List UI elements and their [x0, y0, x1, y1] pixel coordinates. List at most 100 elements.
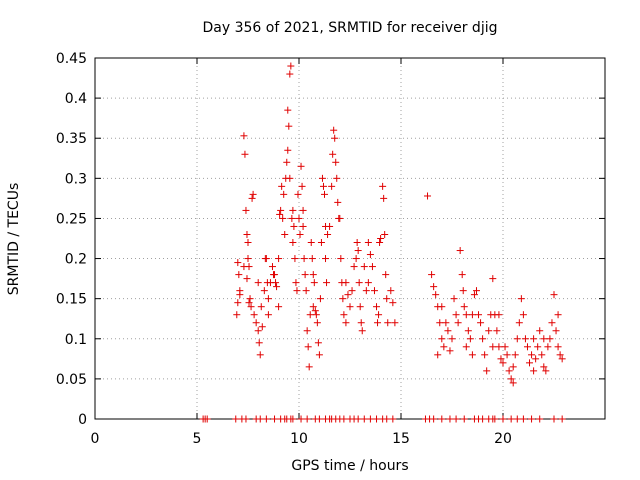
- data-point: [382, 271, 390, 279]
- data-point: [245, 299, 253, 307]
- data-point: [292, 279, 300, 287]
- data-point: [334, 198, 342, 206]
- data-point: [446, 347, 454, 355]
- data-point: [302, 287, 310, 295]
- data-point: [479, 415, 487, 423]
- data-point: [271, 271, 279, 279]
- data-point: [464, 327, 472, 335]
- data-point: [234, 299, 242, 307]
- data-point: [307, 239, 315, 247]
- data-point: [462, 311, 470, 319]
- data-point: [286, 70, 294, 78]
- data-point: [318, 174, 326, 182]
- y-tick-label: 0.1: [65, 332, 87, 348]
- data-point: [499, 359, 507, 367]
- data-point: [458, 271, 466, 279]
- data-point: [279, 214, 287, 222]
- data-point: [262, 255, 270, 263]
- data-point: [383, 295, 391, 303]
- data-point: [315, 351, 323, 359]
- data-point: [272, 279, 280, 287]
- data-point: [289, 206, 297, 214]
- data-point: [241, 150, 249, 158]
- data-point: [296, 230, 304, 238]
- data-point: [308, 255, 316, 263]
- data-point: [438, 335, 446, 343]
- data-point: [477, 319, 485, 327]
- data-point: [373, 303, 381, 311]
- data-point: [432, 291, 440, 299]
- data-point: [379, 182, 387, 190]
- data-point: [313, 319, 321, 327]
- x-axis-label: GPS time / hours: [291, 458, 408, 474]
- data-point: [293, 287, 301, 295]
- data-point: [278, 182, 286, 190]
- data-point: [513, 335, 521, 343]
- data-point: [389, 415, 397, 423]
- data-point: [337, 255, 345, 263]
- data-point: [538, 351, 546, 359]
- data-point: [262, 415, 270, 423]
- data-point: [295, 214, 303, 222]
- data-point: [383, 415, 391, 423]
- data-point: [462, 343, 470, 351]
- data-point: [298, 182, 306, 190]
- data-point: [497, 355, 505, 363]
- data-point: [275, 255, 283, 263]
- data-point: [536, 327, 544, 335]
- data-point: [333, 174, 341, 182]
- y-tick-label: 0.45: [56, 51, 87, 67]
- data-point: [356, 303, 364, 311]
- data-point: [322, 222, 330, 230]
- data-point: [556, 351, 564, 359]
- data-point: [546, 335, 554, 343]
- data-point: [495, 343, 503, 351]
- y-tick-label: 0.35: [56, 131, 87, 147]
- data-point: [558, 355, 566, 363]
- data-point: [319, 182, 327, 190]
- data-point: [375, 311, 383, 319]
- data-point: [454, 319, 462, 327]
- data-point: [352, 255, 360, 263]
- data-point: [264, 295, 272, 303]
- y-axis-label: SRMTID / TECUs: [6, 183, 22, 296]
- x-tick-label: 15: [392, 431, 410, 447]
- data-point: [554, 311, 562, 319]
- data-point: [331, 134, 339, 142]
- data-point: [444, 327, 452, 335]
- data-point: [258, 323, 266, 331]
- data-point: [284, 146, 292, 154]
- data-point: [517, 295, 525, 303]
- data-point: [491, 415, 499, 423]
- data-point: [299, 206, 307, 214]
- data-point: [350, 263, 358, 271]
- data-point: [242, 415, 250, 423]
- data-point: [354, 415, 362, 423]
- data-point: [314, 339, 322, 347]
- data-point: [380, 194, 388, 202]
- data-point: [289, 239, 297, 247]
- data-point: [289, 415, 297, 423]
- data-point: [236, 291, 244, 299]
- data-point: [389, 299, 397, 307]
- x-tick-label: 5: [193, 431, 202, 447]
- data-point: [558, 415, 566, 423]
- data-point: [366, 251, 374, 259]
- data-point: [468, 311, 476, 319]
- data-point: [297, 415, 305, 423]
- data-point: [544, 343, 552, 351]
- data-point: [536, 415, 544, 423]
- data-point: [430, 415, 438, 423]
- data-point: [290, 222, 298, 230]
- data-point: [232, 415, 240, 423]
- data-point: [299, 222, 307, 230]
- data-point: [360, 415, 368, 423]
- data-point: [530, 367, 538, 375]
- data-point: [284, 106, 292, 114]
- data-point: [336, 214, 344, 222]
- data-points: [199, 62, 566, 423]
- data-point: [468, 351, 476, 359]
- data-point: [450, 295, 458, 303]
